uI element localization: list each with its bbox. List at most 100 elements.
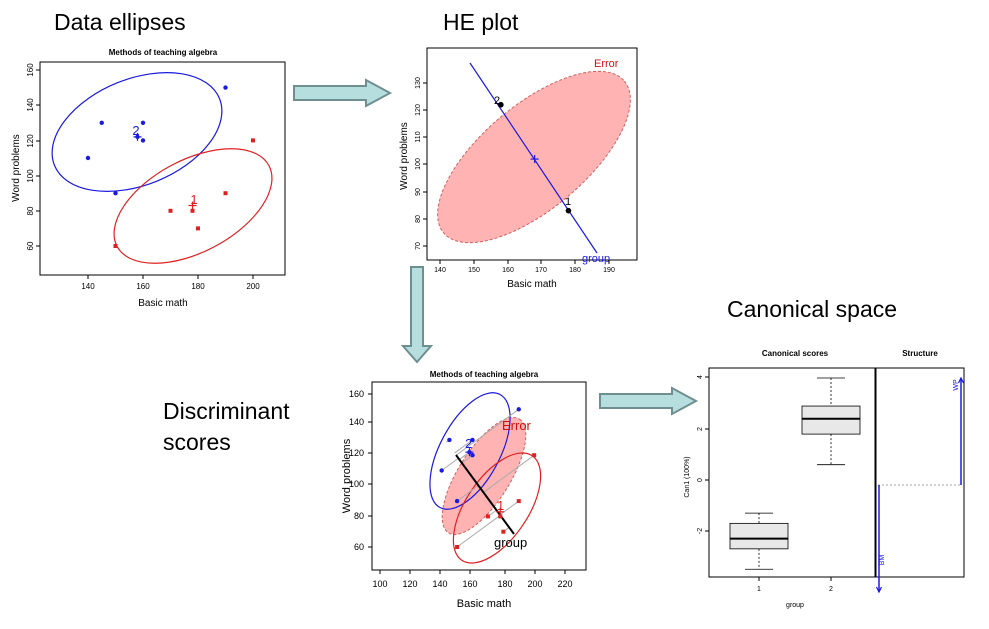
data-point (455, 545, 460, 549)
data-point (85, 155, 91, 161)
caption-he-plot: HE plot (443, 9, 519, 35)
x-tick-label: 200 (527, 579, 542, 589)
y-tick-label: 130 (415, 77, 422, 89)
y-tick-label: -2 (697, 528, 704, 534)
caption-discriminant-line1: Discriminant (163, 398, 290, 424)
mean-label-1: 1 (497, 498, 504, 513)
canonical-scores-panel: Canonical scores -2 0 2 4 Can1 (100%) 1 … (684, 349, 876, 609)
x-tick-label: 180 (497, 579, 512, 589)
y-axis (705, 376, 709, 532)
x-axis (87, 275, 254, 279)
box (729, 522, 789, 550)
x-tick-label: 220 (557, 579, 572, 589)
x-axis-label: Basic math (138, 298, 187, 309)
x-tick-label: 200 (246, 282, 260, 291)
group-label-2: 2 (132, 123, 139, 138)
hypothesis-line (469, 62, 598, 254)
mean-label-1: 1 (565, 196, 571, 208)
projection-line (483, 454, 535, 493)
caption-discriminant-line2: scores (163, 429, 231, 455)
y-tick-label: 160 (26, 63, 35, 77)
x-axis (439, 260, 610, 264)
x-tick-label: 140 (434, 267, 446, 274)
data-point (439, 468, 444, 473)
mean-label-2: 2 (494, 95, 500, 107)
y-axis-label: Can1 (100%) (684, 456, 691, 497)
mean-label-2: 2 (465, 436, 472, 451)
chart-title: Methods of teaching algebra (109, 48, 218, 57)
x-tick-label: 140 (81, 282, 95, 291)
group-mean-point (565, 207, 572, 214)
data-point (470, 437, 475, 443)
data-point (223, 191, 228, 196)
data-point (113, 191, 118, 196)
x-tick-label: 2 (829, 586, 833, 593)
data-point (168, 208, 173, 213)
data-point (99, 120, 104, 126)
x-axis (758, 577, 832, 581)
box (801, 405, 861, 435)
structure-panel: Structure WP BM (875, 349, 965, 594)
y-tick-label: 120 (415, 104, 422, 116)
caption-data-ellipses: Data ellipses (54, 9, 186, 35)
projection-line (454, 439, 473, 454)
data-point (516, 407, 521, 412)
x-tick-label: 1 (757, 586, 761, 593)
y-axis (36, 69, 40, 247)
projection-line (455, 408, 520, 456)
y-tick-label: 80 (354, 511, 364, 521)
y-axis-label: Word problems (399, 122, 410, 190)
data-point (196, 226, 200, 231)
data-points (439, 407, 537, 549)
vector-label-bm: BM (879, 555, 886, 566)
y-tick-label: 90 (415, 188, 422, 196)
x-axis-label: group (786, 602, 804, 609)
data-point (447, 437, 452, 443)
y-tick-label: 60 (26, 241, 35, 250)
data-point (140, 120, 146, 126)
arrowhead-icon (957, 376, 965, 384)
projection-line (456, 514, 501, 548)
x-axis-label: Basic math (507, 279, 556, 290)
data-point (190, 208, 195, 213)
data-point (223, 85, 228, 90)
y-axis (368, 393, 372, 548)
x-tick-label: 180 (569, 267, 581, 274)
y-tick-label: 140 (349, 417, 364, 427)
y-tick-label: 140 (26, 98, 35, 112)
y-tick-label: 100 (349, 479, 364, 489)
y-tick-label: 0 (697, 478, 704, 482)
plot-frame (371, 381, 587, 571)
y-tick-label: 100 (415, 158, 422, 170)
x-axis-label: Basic math (457, 598, 511, 610)
y-tick-label: 80 (415, 215, 422, 223)
he-plot-panel: Error group 2 1 140 150 160 170 180 190 … (399, 47, 638, 290)
y-axis (423, 82, 427, 247)
projection-lines (441, 408, 535, 548)
y-tick-label: 110 (415, 131, 422, 142)
y-tick-label: 70 (415, 242, 422, 250)
arrow-right-icon (293, 78, 393, 108)
data-point (532, 453, 537, 458)
error-label: Error (594, 58, 619, 70)
x-tick-label: 190 (603, 267, 615, 274)
box-plots (729, 377, 861, 570)
data-point (485, 514, 490, 519)
data-point (140, 138, 146, 143)
group2-data-ellipse (429, 392, 511, 510)
data-point (498, 514, 503, 519)
x-tick-label: 150 (468, 267, 480, 274)
group-label: group (494, 535, 527, 550)
y-tick-label: 2 (697, 427, 704, 431)
discriminant-scores-panel: Methods of teaching algebra Error group … (341, 370, 587, 610)
y-tick-label: 80 (26, 206, 35, 215)
y-tick-label: 160 (349, 389, 364, 399)
plot-frame (39, 61, 286, 276)
y-axis-label: Word problems (341, 438, 353, 513)
y-tick-label: 120 (26, 134, 35, 148)
x-tick-label: 120 (402, 579, 417, 589)
data-point (454, 498, 460, 504)
caption-canonical-space: Canonical space (727, 296, 897, 322)
group-label-1: 1 (190, 192, 197, 207)
